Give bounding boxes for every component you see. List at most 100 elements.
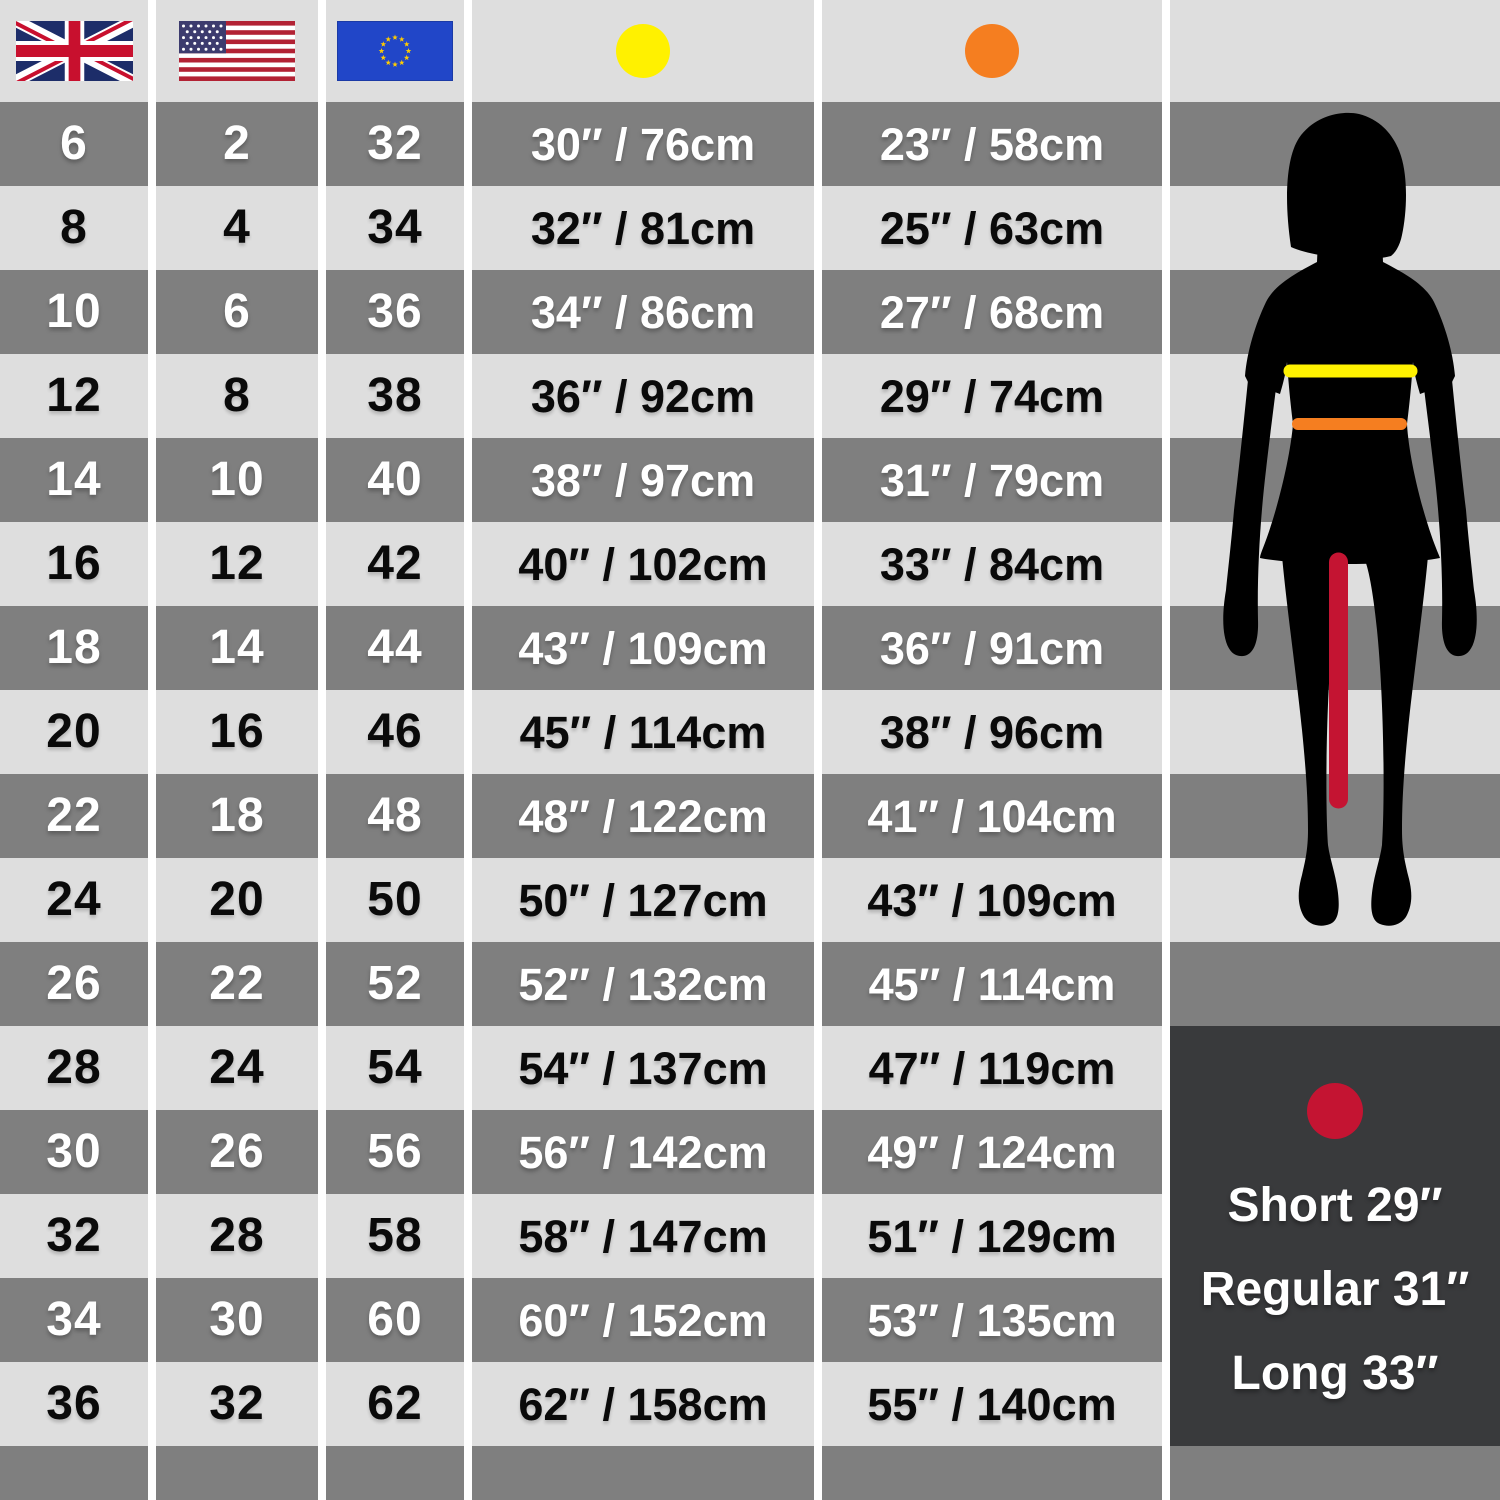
uk-size-cell: 20 <box>0 690 148 774</box>
uk-size-cell: 34 <box>0 1278 148 1362</box>
figure-header <box>1170 0 1500 102</box>
eu-size-cell: 36 <box>326 270 464 354</box>
bust-measurement-cell: 38″ / 97cm <box>472 438 814 522</box>
us-size-cell: 8 <box>156 354 318 438</box>
us-size-cell: 24 <box>156 1026 318 1110</box>
uk-size-cell: 22 <box>0 774 148 858</box>
figure-background-stripe <box>1170 774 1500 858</box>
waist-measurement-cell: 53″ / 135cm <box>822 1278 1162 1362</box>
inseam-regular: Regular 31″ <box>1200 1263 1470 1316</box>
column-us-sizes: 2 4 6 8 10 12 14 16 18 20 22 24 26 28 30 32 <box>156 0 318 1500</box>
us-size-cell: 4 <box>156 186 318 270</box>
waist-measurement-cell: 51″ / 129cm <box>822 1194 1162 1278</box>
waist-measurement-cell: 55″ / 140cm <box>822 1362 1162 1446</box>
us-size-cell: 30 <box>156 1278 318 1362</box>
us-size-cell: 32 <box>156 1362 318 1446</box>
bust-measurement-cell: 43″ / 109cm <box>472 606 814 690</box>
uk-size-cell: 28 <box>0 1026 148 1110</box>
bust-measurement-cell: 58″ / 147cm <box>472 1194 814 1278</box>
column-waist-measurements: 23″ / 58cm 25″ / 63cm 27″ / 68cm 29″ / 74cm… <box>822 0 1162 1500</box>
bust-measurement-cell: 30″ / 76cm <box>472 102 814 186</box>
us-flag-icon <box>179 21 295 81</box>
figure-background-stripe <box>1170 858 1500 942</box>
eu-size-cell: 50 <box>326 858 464 942</box>
bottom-strip <box>1170 1446 1500 1500</box>
waist-measurement-cell: 33″ / 84cm <box>822 522 1162 606</box>
uk-size-cell: 36 <box>0 1362 148 1446</box>
figure-background-stripe <box>1170 438 1500 522</box>
eu-size-cell: 44 <box>326 606 464 690</box>
bust-measurement-cell: 62″ / 158cm <box>472 1362 814 1446</box>
uk-size-cell: 16 <box>0 522 148 606</box>
inseam-long: Long 33″ <box>1231 1347 1439 1400</box>
eu-size-cell: 56 <box>326 1110 464 1194</box>
bust-measurement-cell: 60″ / 152cm <box>472 1278 814 1362</box>
bust-measurement-cell: 40″ / 102cm <box>472 522 814 606</box>
waist-measurement-cell: 38″ / 96cm <box>822 690 1162 774</box>
waist-measurement-cell: 36″ / 91cm <box>822 606 1162 690</box>
uk-header <box>0 0 148 102</box>
figure-background-stripe <box>1170 186 1500 270</box>
bust-header <box>472 0 814 102</box>
eu-size-cell: 40 <box>326 438 464 522</box>
eu-size-cell: 46 <box>326 690 464 774</box>
us-size-cell: 10 <box>156 438 318 522</box>
us-size-cell: 6 <box>156 270 318 354</box>
bust-measurement-cell: 36″ / 92cm <box>472 354 814 438</box>
yellow-dot-icon <box>616 24 670 78</box>
bust-measurement-cell: 32″ / 81cm <box>472 186 814 270</box>
inseam-lengths: Short 29″ Regular 31″ Long 33″ <box>1201 1164 1469 1416</box>
waist-measurement-cell: 23″ / 58cm <box>822 102 1162 186</box>
column-bust-measurements: 30″ / 76cm 32″ / 81cm 34″ / 86cm 36″ / 92cm… <box>472 0 814 1500</box>
eu-size-cell: 48 <box>326 774 464 858</box>
us-size-cell: 2 <box>156 102 318 186</box>
waist-measurement-cell: 25″ / 63cm <box>822 186 1162 270</box>
waist-measurement-cell: 49″ / 124cm <box>822 1110 1162 1194</box>
us-size-cell: 12 <box>156 522 318 606</box>
us-size-cell: 26 <box>156 1110 318 1194</box>
bottom-strip <box>472 1446 814 1500</box>
waist-measurement-cell: 47″ / 119cm <box>822 1026 1162 1110</box>
us-header <box>156 0 318 102</box>
figure-background-stripe <box>1170 102 1500 186</box>
us-size-cell: 22 <box>156 942 318 1026</box>
figure-background-stripe <box>1170 270 1500 354</box>
eu-size-cell: 52 <box>326 942 464 1026</box>
eu-flag-icon <box>337 21 453 81</box>
us-size-cell: 16 <box>156 690 318 774</box>
column-eu-sizes: 32 34 36 38 40 42 44 46 48 50 52 54 56 58 60 62 <box>326 0 464 1500</box>
us-size-cell: 20 <box>156 858 318 942</box>
uk-size-cell: 10 <box>0 270 148 354</box>
bust-measurement-cell: 50″ / 127cm <box>472 858 814 942</box>
figure-background-stripe <box>1170 522 1500 606</box>
waist-measurement-cell: 31″ / 79cm <box>822 438 1162 522</box>
uk-size-cell: 18 <box>0 606 148 690</box>
eu-size-cell: 60 <box>326 1278 464 1362</box>
uk-size-cell: 24 <box>0 858 148 942</box>
figure-background-stripe <box>1170 690 1500 774</box>
waist-measurement-cell: 29″ / 74cm <box>822 354 1162 438</box>
bottom-strip <box>0 1446 148 1500</box>
inseam-legend-box: Short 29″ Regular 31″ Long 33″ <box>1170 1026 1500 1446</box>
bottom-strip <box>822 1446 1162 1500</box>
bottom-strip <box>156 1446 318 1500</box>
uk-size-cell: 26 <box>0 942 148 1026</box>
inseam-short: Short 29″ <box>1227 1179 1443 1232</box>
column-uk-sizes: 6 8 10 12 14 16 18 20 22 24 26 28 30 32 34 36 <box>0 0 148 1500</box>
uk-size-cell: 32 <box>0 1194 148 1278</box>
figure-background-stripe <box>1170 354 1500 438</box>
column-figure: Short 29″ Regular 31″ Long 33″ <box>1170 0 1500 1500</box>
waist-measurement-cell: 45″ / 114cm <box>822 942 1162 1026</box>
us-size-cell: 18 <box>156 774 318 858</box>
eu-size-cell: 54 <box>326 1026 464 1110</box>
uk-size-cell: 30 <box>0 1110 148 1194</box>
eu-size-cell: 38 <box>326 354 464 438</box>
eu-size-cell: 34 <box>326 186 464 270</box>
us-size-cell: 14 <box>156 606 318 690</box>
waist-measurement-cell: 41″ / 104cm <box>822 774 1162 858</box>
bust-measurement-cell: 56″ / 142cm <box>472 1110 814 1194</box>
waist-measurement-cell: 27″ / 68cm <box>822 270 1162 354</box>
figure-background-stripe <box>1170 606 1500 690</box>
eu-size-cell: 58 <box>326 1194 464 1278</box>
orange-dot-icon <box>965 24 1019 78</box>
